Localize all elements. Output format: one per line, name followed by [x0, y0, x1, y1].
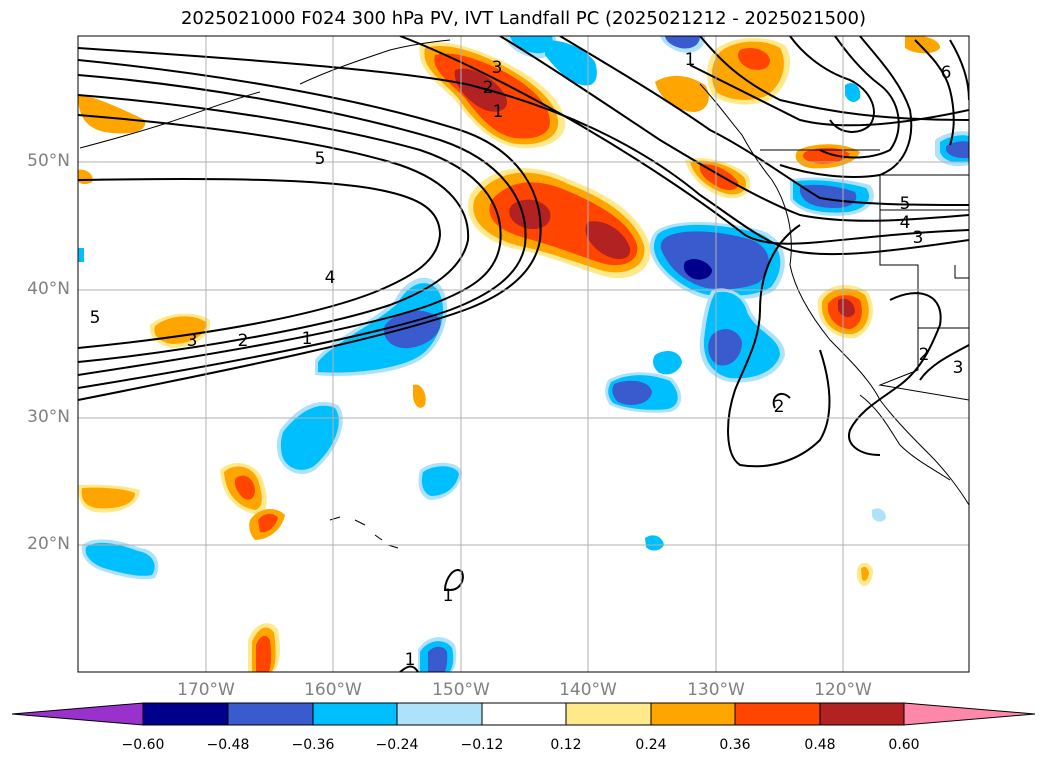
colorbar-tick-label: −0.12 — [460, 737, 504, 753]
contour-labels: 3 2 1 5 4 3 2 1 5 4 3 2 6 1 1 2 3 5 1 — [90, 50, 964, 670]
contour-label: 2 — [483, 78, 494, 98]
coastlines — [79, 39, 969, 549]
contour-label: 2 — [919, 345, 930, 365]
colorbar-tick-label: 0.48 — [804, 737, 836, 753]
lat-label: 30°N — [27, 407, 70, 427]
contour-label: 6 — [941, 63, 952, 83]
contour-label: 4 — [325, 268, 336, 288]
colorbar-tick-label: 0.60 — [888, 737, 920, 753]
plot-frame — [77, 35, 970, 673]
contour-label: 3 — [953, 358, 964, 378]
colorbar-tick-label: 0.36 — [719, 737, 751, 753]
contour-label: 3 — [187, 331, 198, 351]
colorbar-tick-label: −0.24 — [375, 737, 419, 753]
lon-label: 150°W — [432, 680, 490, 700]
lon-label: 130°W — [687, 680, 745, 700]
contour-label: 1 — [405, 650, 416, 670]
lat-label: 40°N — [27, 279, 70, 299]
map-plot-area: 3 2 1 5 4 3 2 1 5 4 3 2 6 1 1 2 3 5 1 — [78, 36, 969, 672]
lat-label: 20°N — [27, 534, 70, 554]
lon-label: 140°W — [559, 680, 617, 700]
contour-label: 5 — [315, 149, 326, 169]
contour-label: 5 — [90, 308, 101, 328]
colorbar-tick-label: −0.36 — [291, 737, 335, 753]
lon-label: 120°W — [814, 680, 872, 700]
contour-label: 1 — [685, 50, 696, 70]
lon-label: 170°W — [177, 680, 235, 700]
colorbar-tick-label: 0.24 — [635, 737, 667, 753]
contour-label: 1 — [443, 586, 454, 606]
colorbar-extend-low — [11, 702, 144, 726]
contour-label: 2 — [774, 397, 785, 417]
colorbar-tick-label: −0.48 — [206, 737, 250, 753]
gridlines — [78, 36, 969, 672]
map-title: 2025021000 F024 300 hPa PV, IVT Landfall… — [180, 8, 867, 29]
colorbar-tick-label: −0.60 — [121, 737, 165, 753]
pv-contours — [78, 36, 969, 672]
contour-label: 4 — [900, 213, 911, 233]
colorbar — [11, 702, 1036, 726]
contour-label: 2 — [238, 331, 249, 351]
negative-ivt-shading — [78, 36, 969, 672]
contour-label: 1 — [302, 329, 313, 349]
lat-label: 50°N — [27, 151, 70, 171]
contour-label: 5 — [900, 194, 911, 214]
contour-label: 3 — [913, 228, 924, 248]
lon-label: 160°W — [304, 680, 362, 700]
colorbar-extend-high — [903, 702, 1036, 726]
colorbar-tick-label: 0.12 — [550, 737, 582, 753]
contour-label: 3 — [492, 58, 503, 78]
contour-label: 1 — [493, 102, 504, 122]
